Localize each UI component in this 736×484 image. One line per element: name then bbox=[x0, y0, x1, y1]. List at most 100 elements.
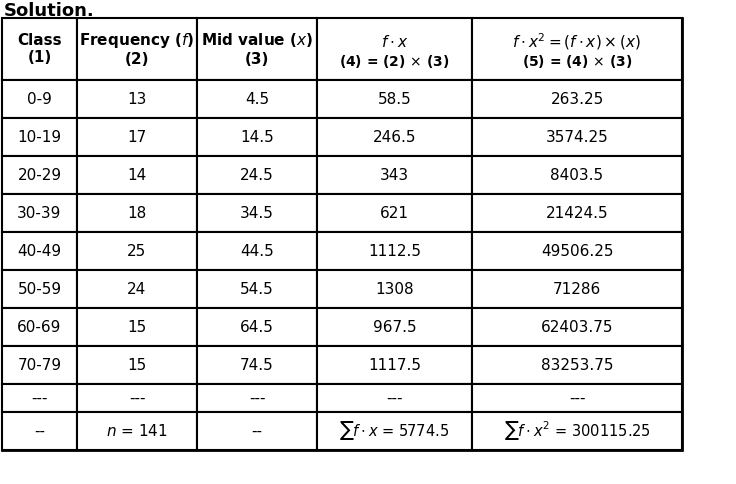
Text: 4.5: 4.5 bbox=[245, 91, 269, 106]
Text: 10-19: 10-19 bbox=[18, 130, 62, 145]
Text: Mid value ($x$)
(3): Mid value ($x$) (3) bbox=[201, 31, 313, 67]
Bar bbox=[197, 346, 317, 384]
Text: ---: --- bbox=[31, 391, 48, 406]
Bar bbox=[472, 118, 682, 156]
Text: 64.5: 64.5 bbox=[240, 319, 274, 334]
Text: 14: 14 bbox=[127, 167, 146, 182]
Bar bbox=[472, 80, 682, 118]
Text: 58.5: 58.5 bbox=[378, 91, 411, 106]
Text: 15: 15 bbox=[127, 358, 146, 373]
Bar bbox=[77, 346, 197, 384]
Text: $\sum f \cdot x^2$ = 300115.25: $\sum f \cdot x^2$ = 300115.25 bbox=[504, 420, 650, 442]
Text: 21424.5: 21424.5 bbox=[545, 206, 609, 221]
Text: 8403.5: 8403.5 bbox=[551, 167, 604, 182]
Bar bbox=[317, 156, 472, 194]
Bar bbox=[197, 412, 317, 450]
Text: 621: 621 bbox=[380, 206, 409, 221]
Bar bbox=[77, 232, 197, 270]
Text: 40-49: 40-49 bbox=[18, 243, 62, 258]
Text: 1308: 1308 bbox=[375, 282, 414, 297]
Bar bbox=[317, 270, 472, 308]
Text: 1112.5: 1112.5 bbox=[368, 243, 421, 258]
Bar bbox=[2, 18, 682, 450]
Text: 13: 13 bbox=[127, 91, 146, 106]
Bar bbox=[197, 156, 317, 194]
Bar bbox=[317, 308, 472, 346]
Text: $f \cdot x$: $f \cdot x$ bbox=[381, 34, 408, 50]
Bar bbox=[472, 412, 682, 450]
Text: 30-39: 30-39 bbox=[18, 206, 62, 221]
Text: 60-69: 60-69 bbox=[18, 319, 62, 334]
Text: 50-59: 50-59 bbox=[18, 282, 62, 297]
Text: 24.5: 24.5 bbox=[240, 167, 274, 182]
Bar bbox=[472, 346, 682, 384]
Text: $n$ = 141: $n$ = 141 bbox=[106, 423, 168, 439]
Bar bbox=[472, 18, 682, 80]
Bar bbox=[197, 194, 317, 232]
Bar bbox=[197, 384, 317, 412]
Text: ---: --- bbox=[129, 391, 145, 406]
Bar bbox=[197, 308, 317, 346]
Text: $\sum f \cdot x$ = 5774.5: $\sum f \cdot x$ = 5774.5 bbox=[339, 420, 450, 442]
Bar bbox=[317, 384, 472, 412]
Bar bbox=[77, 80, 197, 118]
Text: 263.25: 263.25 bbox=[551, 91, 604, 106]
Bar bbox=[472, 270, 682, 308]
Text: 3574.25: 3574.25 bbox=[545, 130, 609, 145]
Bar bbox=[2, 308, 77, 346]
Text: 74.5: 74.5 bbox=[240, 358, 274, 373]
Text: 18: 18 bbox=[127, 206, 146, 221]
Text: 83253.75: 83253.75 bbox=[541, 358, 613, 373]
Bar bbox=[317, 18, 472, 80]
Bar bbox=[2, 118, 77, 156]
Text: (5) = (4) $\times$ (3): (5) = (4) $\times$ (3) bbox=[522, 52, 632, 70]
Bar bbox=[472, 308, 682, 346]
Bar bbox=[2, 156, 77, 194]
Text: 71286: 71286 bbox=[553, 282, 601, 297]
Text: ---: --- bbox=[569, 391, 585, 406]
Text: 54.5: 54.5 bbox=[240, 282, 274, 297]
Text: Solution.: Solution. bbox=[4, 2, 95, 20]
Text: ---: --- bbox=[249, 391, 265, 406]
Bar bbox=[77, 156, 197, 194]
Bar bbox=[317, 194, 472, 232]
Bar bbox=[77, 384, 197, 412]
Bar bbox=[472, 384, 682, 412]
Bar bbox=[317, 80, 472, 118]
Bar bbox=[197, 118, 317, 156]
Text: 17: 17 bbox=[127, 130, 146, 145]
Bar bbox=[197, 270, 317, 308]
Text: Frequency ($f$)
(2): Frequency ($f$) (2) bbox=[79, 31, 195, 67]
Text: 0-9: 0-9 bbox=[27, 91, 52, 106]
Bar bbox=[77, 270, 197, 308]
Bar bbox=[77, 308, 197, 346]
Text: 49506.25: 49506.25 bbox=[541, 243, 613, 258]
Bar bbox=[317, 412, 472, 450]
Text: 246.5: 246.5 bbox=[372, 130, 417, 145]
Bar bbox=[2, 80, 77, 118]
Text: ---: --- bbox=[386, 391, 403, 406]
Bar bbox=[197, 18, 317, 80]
Text: 343: 343 bbox=[380, 167, 409, 182]
Text: 15: 15 bbox=[127, 319, 146, 334]
Bar bbox=[2, 412, 77, 450]
Text: Class
(1): Class (1) bbox=[17, 33, 62, 65]
Bar bbox=[197, 80, 317, 118]
Bar bbox=[472, 194, 682, 232]
Text: 34.5: 34.5 bbox=[240, 206, 274, 221]
Bar bbox=[2, 346, 77, 384]
Text: $f \cdot x^2 = (f \cdot x) \times (x)$: $f \cdot x^2 = (f \cdot x) \times (x)$ bbox=[512, 31, 642, 52]
Bar bbox=[77, 194, 197, 232]
Bar bbox=[317, 118, 472, 156]
Text: 70-79: 70-79 bbox=[18, 358, 62, 373]
Bar bbox=[2, 194, 77, 232]
Bar bbox=[77, 412, 197, 450]
Text: 14.5: 14.5 bbox=[240, 130, 274, 145]
Bar bbox=[2, 232, 77, 270]
Bar bbox=[2, 270, 77, 308]
Text: --: -- bbox=[34, 424, 45, 439]
Text: 1117.5: 1117.5 bbox=[368, 358, 421, 373]
Bar bbox=[77, 18, 197, 80]
Bar bbox=[77, 118, 197, 156]
Bar bbox=[2, 384, 77, 412]
